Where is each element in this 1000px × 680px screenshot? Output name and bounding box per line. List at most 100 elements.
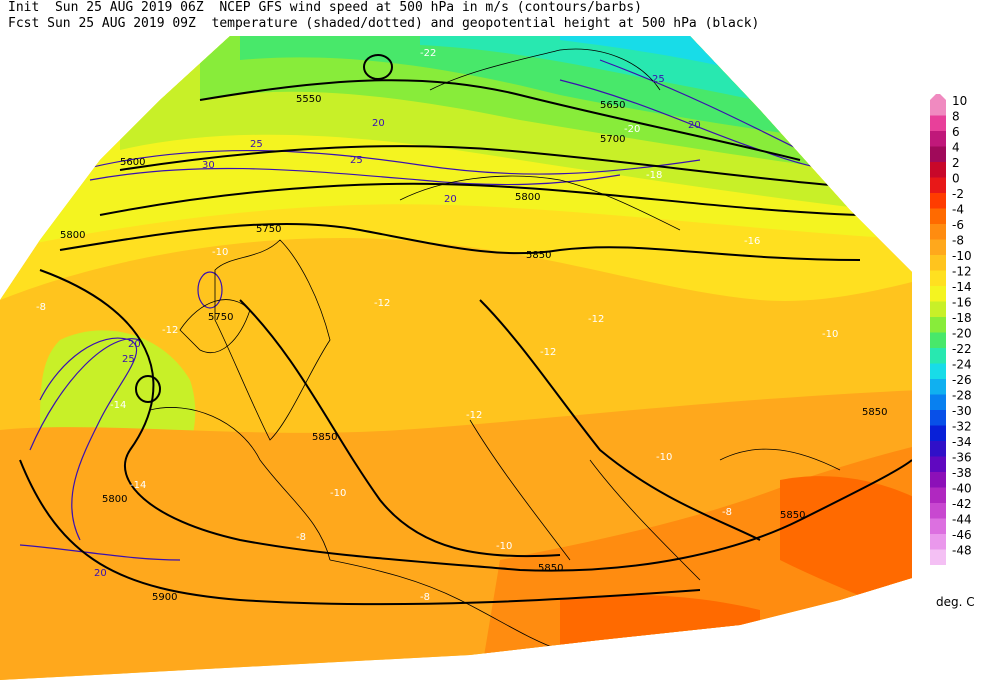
forecast-line: Fcst Sun 25 AUG 2019 09Z temperature (sh… xyxy=(8,16,760,31)
legend-swatch xyxy=(930,487,946,503)
legend-label: -2 xyxy=(952,187,964,201)
init-line: Init Sun 25 AUG 2019 06Z NCEP GFS wind s… xyxy=(8,0,642,15)
wind-label: 25 xyxy=(350,155,363,166)
height-label: 5800 xyxy=(102,494,127,505)
temperature-label: -10 xyxy=(330,488,346,499)
legend-swatch xyxy=(930,518,946,534)
legend-swatch xyxy=(930,394,946,410)
legend-label: -18 xyxy=(952,311,972,325)
legend-swatch xyxy=(930,224,946,240)
legend-swatch xyxy=(930,239,946,255)
legend-swatch xyxy=(930,270,946,286)
legend-swatch xyxy=(930,549,946,565)
legend-label: -36 xyxy=(952,451,972,465)
legend-swatch xyxy=(930,348,946,364)
legend-label: -4 xyxy=(952,203,964,217)
wind-label: 20 xyxy=(444,194,457,205)
temperature-label: -8 xyxy=(420,592,430,603)
height-label: 5550 xyxy=(296,94,321,105)
legend-swatch xyxy=(930,456,946,472)
legend-arrow xyxy=(930,92,946,100)
legend-swatch xyxy=(930,410,946,426)
legend-swatch xyxy=(930,193,946,209)
legend-label: -40 xyxy=(952,482,972,496)
height-label: 5850 xyxy=(862,407,887,418)
legend-swatch xyxy=(930,363,946,379)
legend-swatch xyxy=(930,534,946,550)
legend-swatch xyxy=(930,503,946,519)
legend-swatch xyxy=(930,286,946,302)
temperature-label: -10 xyxy=(212,247,228,258)
temperature-label: -10 xyxy=(656,452,672,463)
legend-label: -20 xyxy=(952,327,972,341)
height-label: 5600 xyxy=(120,157,145,168)
legend-swatch xyxy=(930,255,946,271)
legend-swatch xyxy=(930,115,946,131)
height-label: 5900 xyxy=(152,592,177,603)
legend-label: -14 xyxy=(952,280,972,294)
wind-label: 20 xyxy=(372,118,385,129)
temperature-label: -10 xyxy=(822,329,838,340)
temperature-label: -8 xyxy=(296,532,306,543)
legend-label: -22 xyxy=(952,342,972,356)
wind-label: 20 xyxy=(94,568,107,579)
legend-label: -42 xyxy=(952,497,972,511)
height-label: 5850 xyxy=(538,563,563,574)
legend-label: -26 xyxy=(952,373,972,387)
temperature-label: -8 xyxy=(722,507,732,518)
temperature-shading xyxy=(0,36,912,680)
height-label: 5800 xyxy=(515,192,540,203)
legend-label: -28 xyxy=(952,389,972,403)
height-label: 5800 xyxy=(60,230,85,241)
legend-label: -10 xyxy=(952,249,972,263)
legend-label: 0 xyxy=(952,172,960,186)
legend-label: -48 xyxy=(952,544,972,558)
temperature-label: -18 xyxy=(646,170,662,181)
legend-label: 2 xyxy=(952,156,960,170)
legend-color-scale: 1086420-2-4-6-8-10-12-14-16-18-20-22-24-… xyxy=(930,92,972,565)
height-label: 5850 xyxy=(780,510,805,521)
legend-label: -34 xyxy=(952,435,972,449)
wind-label: 25 xyxy=(122,354,135,365)
legend-swatch xyxy=(930,177,946,193)
legend-label: -8 xyxy=(952,234,964,248)
wind-label: 25 xyxy=(250,139,263,150)
legend-label: -46 xyxy=(952,528,972,542)
legend-label: 8 xyxy=(952,110,960,124)
legend-swatch xyxy=(930,100,946,116)
temperature-label: -20 xyxy=(624,124,640,135)
temperature-label: -12 xyxy=(540,347,556,358)
legend-unit: deg. C xyxy=(936,595,975,609)
height-label: 5700 xyxy=(600,134,625,145)
temperature-label: -14 xyxy=(110,400,126,411)
legend-label: 6 xyxy=(952,125,960,139)
legend-label: 10 xyxy=(952,94,967,108)
legend-label: -24 xyxy=(952,358,972,372)
legend-label: 4 xyxy=(952,141,960,155)
legend-swatch xyxy=(930,332,946,348)
temperature-label: -12 xyxy=(588,314,604,325)
legend-swatch xyxy=(930,162,946,178)
temperature-label: -12 xyxy=(466,410,482,421)
temperature-legend: 10 8 6 4 2 0 -2 -4 -6 -8 -10 -12 -14 -16 -18 -20 -22 -24-… xyxy=(930,92,990,588)
legend-swatch xyxy=(930,131,946,147)
height-label: 5750 xyxy=(208,312,233,323)
height-label: 5850 xyxy=(312,432,337,443)
legend-label: -38 xyxy=(952,466,972,480)
legend-swatch xyxy=(930,441,946,457)
legend-label: -30 xyxy=(952,404,972,418)
legend-swatch xyxy=(930,472,946,488)
height-label: 5850 xyxy=(526,250,551,261)
legend-label: -32 xyxy=(952,420,972,434)
temperature-label: -8 xyxy=(36,302,46,313)
temperature-label: -16 xyxy=(744,236,760,247)
height-contours xyxy=(19,54,912,606)
height-label: 5750 xyxy=(256,224,281,235)
temperature-label: -12 xyxy=(162,325,178,336)
legend-swatch xyxy=(930,301,946,317)
height-label: 5650 xyxy=(600,100,625,111)
map-header: Init Sun 25 AUG 2019 06Z NCEP GFS wind s… xyxy=(8,0,759,32)
wind-label: 20 xyxy=(688,120,701,131)
temperature-label: -14 xyxy=(130,480,146,491)
